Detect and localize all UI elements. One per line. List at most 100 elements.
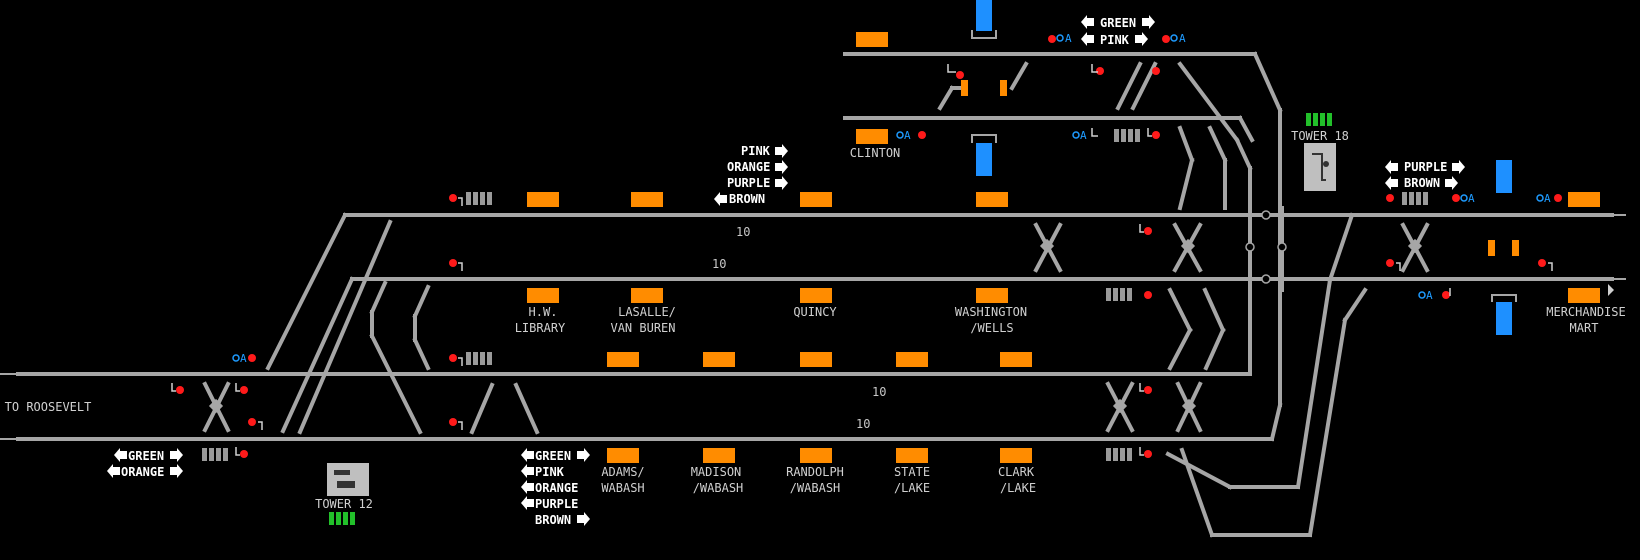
platform xyxy=(800,448,832,463)
label-tower18: TOWER 18 xyxy=(1291,129,1349,143)
station-washington: WASHINGTON xyxy=(955,305,1027,319)
station-adams: ADAMS/ xyxy=(601,465,644,479)
blue-block xyxy=(976,143,992,176)
blue-blocks xyxy=(971,0,1517,335)
platform xyxy=(976,288,1008,303)
signal-red xyxy=(1386,259,1394,267)
svg-text:A: A xyxy=(240,352,247,365)
signal-red xyxy=(956,71,964,79)
route-label: PURPLE xyxy=(535,497,578,511)
svg-text:/WABASH: /WABASH xyxy=(693,481,744,495)
blue-block xyxy=(976,0,992,31)
platform xyxy=(800,192,832,207)
diamond-markers xyxy=(208,238,1423,414)
signal-red xyxy=(1152,67,1160,75)
route-label: ORANGE xyxy=(535,481,578,495)
platform xyxy=(607,448,639,463)
platform xyxy=(856,129,888,144)
signal-red xyxy=(240,450,248,458)
route-label: PURPLE xyxy=(727,176,770,190)
platform xyxy=(1000,448,1032,463)
platform xyxy=(896,352,928,367)
svg-text:A: A xyxy=(1468,192,1475,205)
track-numbers: 10 10 10 10 xyxy=(712,225,886,431)
signal-red xyxy=(1144,291,1152,299)
tower-18-icon xyxy=(1304,143,1336,191)
svg-text:A: A xyxy=(1544,192,1551,205)
svg-text:LIBRARY: LIBRARY xyxy=(515,321,566,335)
green-indicators xyxy=(329,113,1332,525)
route-label: GREEN xyxy=(1100,16,1136,30)
route-labels: GREEN PINK PINK ORANGE PURPLE BROWN PURP… xyxy=(107,15,1465,527)
platform xyxy=(527,192,559,207)
signal-red xyxy=(449,259,457,267)
svg-text:/LAKE: /LAKE xyxy=(1000,481,1036,495)
svg-text:A: A xyxy=(1065,32,1072,45)
junction-nodes xyxy=(1245,210,1287,284)
signal-red xyxy=(1144,227,1152,235)
platform xyxy=(703,448,735,463)
route-label: PINK xyxy=(741,144,771,158)
signal-red xyxy=(1386,194,1394,202)
platform xyxy=(896,448,928,463)
station-state: STATE xyxy=(894,465,930,479)
auto-indicators: A A A A A A A A xyxy=(232,32,1551,365)
station-clinton: CLINTON xyxy=(850,146,901,160)
signals xyxy=(171,35,1614,458)
route-label: ORANGE xyxy=(121,465,164,479)
platform xyxy=(527,288,559,303)
route-label: PURPLE xyxy=(1404,160,1447,174)
station-madison: MADISON xyxy=(691,465,742,479)
platform xyxy=(1568,288,1600,303)
station-lasalle: LASALLE/ xyxy=(618,305,676,319)
signal-red xyxy=(1554,194,1562,202)
route-label: PINK xyxy=(1100,33,1130,47)
label-to-roosevelt: TO ROOSEVELT xyxy=(5,400,92,414)
svg-text:A: A xyxy=(904,129,911,142)
signal-red xyxy=(1162,35,1170,43)
svg-text:MART: MART xyxy=(1570,321,1599,335)
svg-text:/LAKE: /LAKE xyxy=(894,481,930,495)
track-number: 10 xyxy=(872,385,886,399)
platform xyxy=(856,32,888,47)
signal-red xyxy=(240,386,248,394)
station-clark: CLARK xyxy=(998,465,1035,479)
tracks xyxy=(0,51,1626,538)
route-label: ORANGE xyxy=(727,160,770,174)
track-number: 10 xyxy=(736,225,750,239)
platform xyxy=(1568,192,1600,207)
station-merchandise-mart: MERCHANDISE xyxy=(1546,305,1625,319)
svg-text:A: A xyxy=(1080,129,1087,142)
signal-red xyxy=(449,194,457,202)
station-labels: TO ROOSEVELT TOWER 12 TOWER 18 CLINTON H… xyxy=(5,129,1626,511)
route-label: BROWN xyxy=(535,513,571,527)
signal-red xyxy=(248,354,256,362)
platform xyxy=(607,352,639,367)
platform xyxy=(800,288,832,303)
signal-red xyxy=(1144,450,1152,458)
platforms xyxy=(527,32,1600,463)
label-tower12: TOWER 12 xyxy=(315,497,373,511)
signal-red xyxy=(1144,386,1152,394)
svg-text:VAN BUREN: VAN BUREN xyxy=(610,321,675,335)
route-label: PINK xyxy=(535,465,565,479)
platform xyxy=(703,352,735,367)
signal-red xyxy=(449,354,457,362)
svg-text:WABASH: WABASH xyxy=(601,481,644,495)
station-quincy: QUINCY xyxy=(793,305,837,319)
svg-text:/WABASH: /WABASH xyxy=(790,481,841,495)
station-randolph: RANDOLPH xyxy=(786,465,844,479)
blue-block xyxy=(1496,302,1512,335)
svg-text:A: A xyxy=(1179,32,1186,45)
signal-red xyxy=(1152,131,1160,139)
platform xyxy=(1000,352,1032,367)
platform xyxy=(800,352,832,367)
track-number: 10 xyxy=(712,257,726,271)
signal-red xyxy=(1442,291,1450,299)
signal-red xyxy=(1538,259,1546,267)
blue-block xyxy=(1496,160,1512,193)
signal-red xyxy=(176,386,184,394)
signal-red xyxy=(918,131,926,139)
signal-red xyxy=(1452,194,1460,202)
signal-red xyxy=(1096,67,1104,75)
